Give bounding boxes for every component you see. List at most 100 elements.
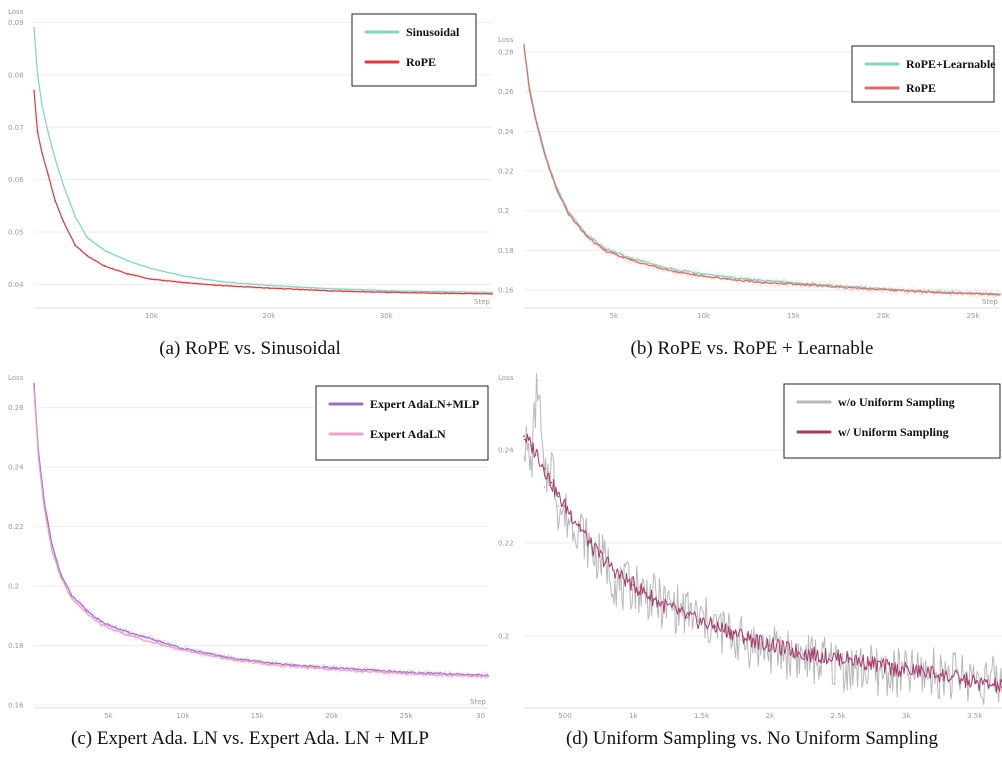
legend-label: Expert AdaLN xyxy=(370,427,446,441)
y-tick-label: 0.06 xyxy=(8,176,24,184)
series-line-sinusoidal xyxy=(33,27,493,294)
data-point xyxy=(586,233,588,236)
data-point xyxy=(605,560,607,563)
data-point xyxy=(741,635,744,637)
legend-label: Expert AdaLN+MLP xyxy=(370,397,479,411)
data-point xyxy=(666,269,669,272)
data-point xyxy=(999,293,1001,296)
data-point xyxy=(536,379,539,382)
series-noise xyxy=(33,380,489,680)
data-point xyxy=(86,254,88,257)
data-point xyxy=(100,620,102,623)
data-point xyxy=(85,609,87,611)
data-point xyxy=(604,249,606,252)
data-point xyxy=(491,291,493,294)
data-point xyxy=(491,293,493,295)
data-point xyxy=(544,156,547,158)
data-point xyxy=(973,681,976,684)
x-tick-label: 1k xyxy=(629,712,638,720)
x-tick-label: 500 xyxy=(558,712,571,720)
data-point xyxy=(150,278,153,280)
chart-panel-d: 0.2 0.22 0.24 500 1k 1.5k 2k 2.5k 3k 3.5k Loss w/o … xyxy=(498,370,1002,720)
chart-d: 0.2 0.22 0.24 500 1k 1.5k 2k 2.5k 3k 3.5k Loss w/o … xyxy=(498,373,1002,720)
chart-b: 0.16 0.18 0.2 0.22 0.24 0.26 0.28 5k 10k 15k 20k 25… xyxy=(498,36,1001,320)
caption-d: (d) Uniform Sampling vs. No Uniform Samp… xyxy=(565,728,939,749)
x-tick-label: 2k xyxy=(766,712,775,720)
data-point xyxy=(528,88,531,91)
data-point xyxy=(182,647,184,650)
data-point xyxy=(127,273,129,275)
series-line-rope_a xyxy=(33,90,492,295)
data-point xyxy=(74,215,76,218)
caption-a: (a) RoPE vs. Sinusoidal xyxy=(159,338,341,359)
x-tick-label: 1.5k xyxy=(694,712,710,720)
data-point xyxy=(630,257,633,260)
series-line-expert_adaln xyxy=(33,389,488,679)
data-point xyxy=(271,662,273,665)
y-tick-label: 0.08 xyxy=(8,71,24,79)
data-point xyxy=(405,673,407,675)
data-point xyxy=(591,546,594,549)
data-point xyxy=(127,260,129,262)
data-point xyxy=(33,389,35,391)
data-point xyxy=(152,641,154,644)
data-point xyxy=(687,616,689,619)
data-point xyxy=(769,644,771,647)
x-tick-label: 20k xyxy=(877,312,891,320)
y-axis-label: Loss xyxy=(498,36,514,44)
x-tick-label: 10k xyxy=(697,312,711,320)
data-point xyxy=(33,383,35,385)
x-tick-label: 25k xyxy=(967,312,981,320)
data-point xyxy=(86,236,88,239)
data-point xyxy=(326,289,329,292)
y-tick-label: 0.26 xyxy=(498,88,514,96)
data-point xyxy=(62,220,65,223)
data-point xyxy=(51,543,53,546)
legend-label: w/o Uniform Sampling xyxy=(838,395,955,409)
y-tick-label: 0.2 xyxy=(498,632,509,640)
data-point xyxy=(36,74,39,76)
y-tick-label: 0.24 xyxy=(498,447,514,455)
data-point xyxy=(54,157,56,160)
data-point xyxy=(568,213,570,216)
series-line-rope_learnable xyxy=(523,43,1001,296)
legend-box xyxy=(783,383,1001,459)
series-line-wo_uniform xyxy=(523,373,1002,706)
data-point xyxy=(330,668,333,671)
data-point xyxy=(444,290,446,293)
data-point xyxy=(536,453,539,456)
chart-c: 0.16 0.18 0.2 0.22 0.24 0.26 5k 10k 15k 20k 25k 30 L… xyxy=(8,374,489,720)
data-point xyxy=(756,281,759,283)
legend-box xyxy=(351,13,477,87)
y-tick-label: 0.16 xyxy=(498,287,514,295)
data-point xyxy=(530,467,532,470)
data-point xyxy=(523,43,525,45)
y-tick-label: 0.24 xyxy=(8,464,24,472)
data-point xyxy=(330,667,333,669)
series-line-rope_b xyxy=(523,45,1000,296)
series-line-expert_adaln_mlp xyxy=(33,383,489,677)
data-point xyxy=(62,184,65,186)
y-tick-label: 0.28 xyxy=(498,48,514,56)
y-tick-label: 0.18 xyxy=(498,247,514,255)
data-point xyxy=(100,623,102,626)
x-tick-label: 3k xyxy=(902,712,911,720)
y-tick-label: 0.18 xyxy=(8,642,24,650)
data-point xyxy=(891,667,894,670)
data-point xyxy=(70,597,73,599)
x-tick-label: 2.5k xyxy=(831,712,847,720)
x-tick-label: 25k xyxy=(400,712,414,720)
data-point xyxy=(59,576,62,578)
y-tick-label: 0.07 xyxy=(8,124,24,132)
data-point xyxy=(182,649,184,651)
x-tick-label: 5k xyxy=(610,312,619,320)
x-tick-label: 5k xyxy=(104,712,113,720)
legend-label: RoPE+Learnable xyxy=(906,57,996,71)
data-point xyxy=(630,259,633,262)
data-point xyxy=(268,287,270,289)
data-point xyxy=(221,284,223,287)
legend-box xyxy=(851,45,995,103)
data-point xyxy=(714,625,716,628)
y-tick-label: 0.04 xyxy=(8,281,24,289)
data-point xyxy=(702,273,705,276)
